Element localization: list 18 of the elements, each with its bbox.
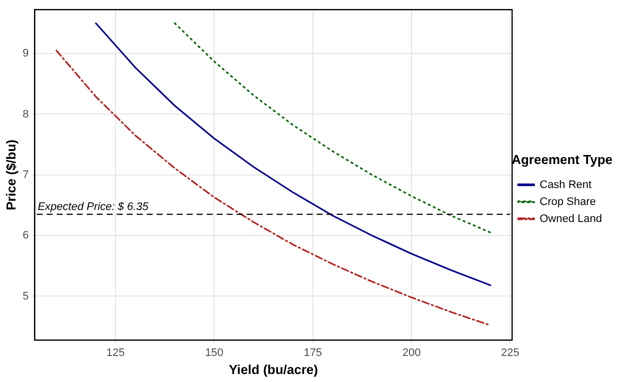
x-tick-label: 200 <box>402 346 421 359</box>
x-tick-label: 225 <box>500 346 520 359</box>
y-axis-title: Price ($/bu) <box>3 140 18 210</box>
legend-label: Crop Share <box>540 196 596 208</box>
ref-line-label: Expected Price: $ 6.35 <box>38 200 150 213</box>
x-tick-label: 150 <box>205 346 224 359</box>
y-tick-label: 7 <box>22 168 29 181</box>
legend-label: Cash Rent <box>540 178 592 191</box>
line-series <box>174 22 492 234</box>
legend-label: Owned Land <box>540 212 602 225</box>
y-tick-label: 8 <box>22 108 29 120</box>
x-tick-label: 175 <box>304 346 322 359</box>
y-tick-label: 9 <box>22 48 29 60</box>
x-tick-label: 125 <box>106 346 125 359</box>
y-tick-label: 6 <box>22 230 29 242</box>
y-tick-label: 5 <box>22 290 29 302</box>
x-axis-title: Yield (bu/acre) <box>228 362 318 377</box>
legend-title: Agreement Type <box>512 152 613 167</box>
